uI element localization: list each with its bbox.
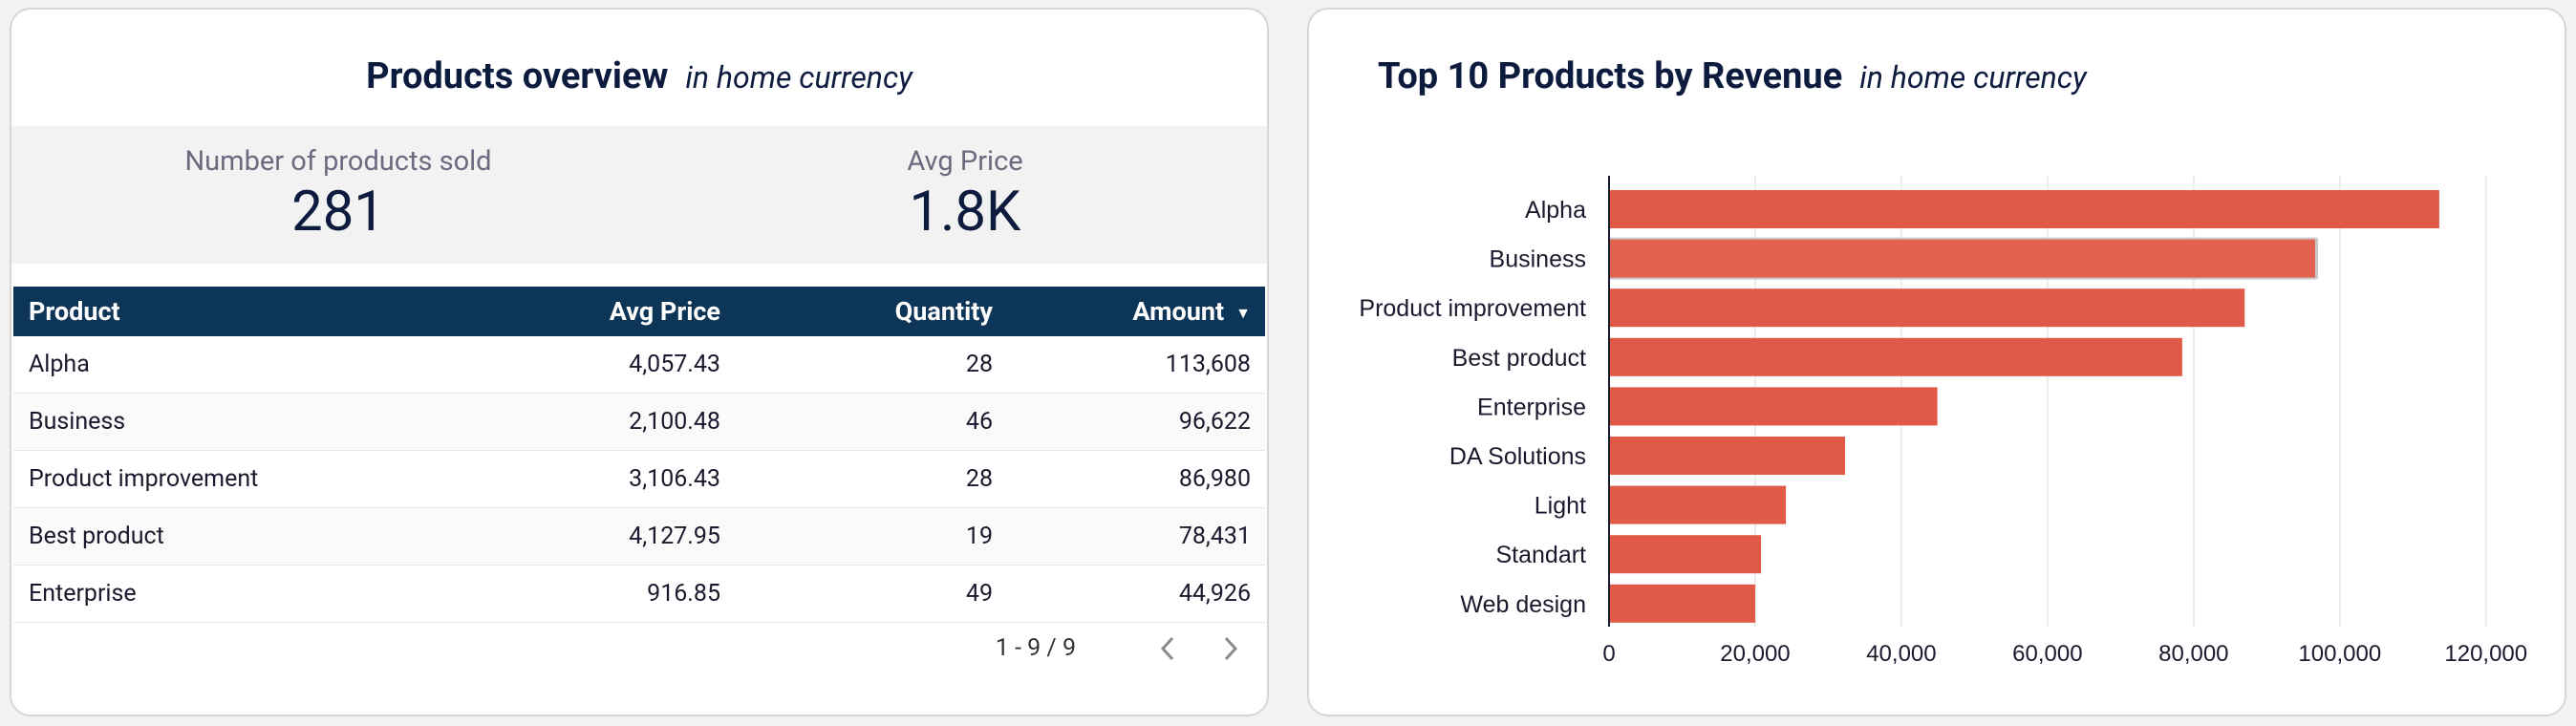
bar-product-improvement[interactable] xyxy=(1609,288,2245,328)
category-label: DA Solutions xyxy=(1449,443,1586,470)
kpi-products-label: Number of products sold xyxy=(184,145,492,178)
chevron-left-icon[interactable] xyxy=(1154,635,1181,662)
table-row[interactable]: Best product 4,127.95 19 78,431 xyxy=(13,508,1265,566)
bar-alpha[interactable] xyxy=(1609,190,2439,228)
x-tick-label: 40,000 xyxy=(1866,641,1936,667)
bar-enterprise[interactable] xyxy=(1609,387,1938,426)
cell-amount: 44,926 xyxy=(1178,580,1251,608)
products-overview-title: Products overview in home currency xyxy=(11,55,1267,97)
overview-subtitle-text: in home currency xyxy=(685,59,912,96)
kpi-avg-price: Avg Price 1.8K xyxy=(726,145,1204,245)
category-label: Product improvement xyxy=(1359,295,1586,322)
table-pagination: 1 - 9 / 9 xyxy=(996,634,1244,662)
cell-product: Alpha xyxy=(29,351,90,378)
x-tick-label: 20,000 xyxy=(1720,641,1790,667)
x-tick-label: 60,000 xyxy=(2012,641,2082,667)
cell-quantity: 49 xyxy=(965,580,993,608)
cell-quantity: 28 xyxy=(965,465,993,493)
cell-avg-price: 3,106.43 xyxy=(629,465,720,493)
top10-subtitle-text: in home currency xyxy=(1859,59,2087,96)
revenue-bar-chart: Alpha Business Product improvement Best pro… xyxy=(1359,176,2527,667)
cell-avg-price: 4,127.95 xyxy=(629,523,720,550)
bar-best-product[interactable] xyxy=(1609,337,2182,376)
sort-descending-icon[interactable]: ▼ xyxy=(1235,303,1251,322)
bar-business[interactable] xyxy=(1609,239,2315,278)
kpi-products-sold: Number of products sold 281 xyxy=(99,145,577,245)
cell-product: Best product xyxy=(29,523,164,550)
bar-light[interactable] xyxy=(1609,485,1787,524)
cell-avg-price: 2,100.48 xyxy=(629,408,720,436)
kpi-avg-value: 1.8K xyxy=(909,180,1021,245)
cell-avg-price: 4,057.43 xyxy=(629,351,720,378)
bar-web-design[interactable] xyxy=(1609,584,1755,623)
x-tick-label: 0 xyxy=(1602,641,1615,667)
cell-avg-price: 916.85 xyxy=(647,580,720,608)
header-product[interactable]: Product xyxy=(29,296,120,327)
table-row[interactable]: Alpha 4,057.43 28 113,608 xyxy=(13,336,1265,394)
header-amount[interactable]: Amount ▼ xyxy=(993,296,1251,327)
cell-product: Product improvement xyxy=(29,465,259,493)
cell-amount: 86,980 xyxy=(1178,465,1251,493)
bar-standart[interactable] xyxy=(1609,535,1762,574)
products-table: Product Avg Price Quantity Amount ▼ Alpha… xyxy=(13,287,1265,623)
table-row[interactable]: Product improvement 3,106.43 28 86,980 xyxy=(13,451,1265,508)
header-amount-label: Amount xyxy=(1132,296,1225,327)
cell-product: Business xyxy=(29,408,126,436)
bar-da-solutions[interactable] xyxy=(1609,437,1846,475)
category-label: Light xyxy=(1535,493,1586,520)
pagination-range: 1 - 9 / 9 xyxy=(995,634,1076,662)
kpi-avg-label: Avg Price xyxy=(907,145,1023,178)
category-label: Standart xyxy=(1495,542,1586,568)
x-tick-label: 80,000 xyxy=(2158,641,2228,667)
category-label: Web design xyxy=(1460,591,1586,618)
category-label: Business xyxy=(1490,246,1586,273)
cell-quantity: 46 xyxy=(965,408,993,436)
category-label: Enterprise xyxy=(1477,394,1586,420)
table-row[interactable]: Enterprise 916.85 49 44,926 xyxy=(13,566,1265,623)
table-header-row: Product Avg Price Quantity Amount ▼ xyxy=(13,287,1265,336)
top10-revenue-card: Top 10 Products by Revenue in home curre… xyxy=(1307,8,2566,716)
chevron-right-icon[interactable] xyxy=(1217,635,1244,662)
cell-quantity: 19 xyxy=(965,523,993,550)
cell-amount: 96,622 xyxy=(1178,408,1251,436)
x-tick-label: 120,000 xyxy=(2444,641,2527,667)
table-row[interactable]: Business 2,100.48 46 96,622 xyxy=(13,394,1265,451)
cell-quantity: 28 xyxy=(965,351,993,378)
kpi-band: Number of products sold 281 Avg Price 1.… xyxy=(11,126,1267,264)
cell-product: Enterprise xyxy=(29,580,137,608)
products-overview-card: Products overview in home currency Numbe… xyxy=(10,8,1269,716)
header-avg-price[interactable]: Avg Price xyxy=(609,296,720,327)
overview-title-text: Products overview xyxy=(366,55,669,97)
top10-title: Top 10 Products by Revenue in home curre… xyxy=(1378,55,2087,97)
kpi-products-value: 281 xyxy=(291,180,385,245)
cell-amount: 113,608 xyxy=(1165,351,1251,378)
x-tick-label: 100,000 xyxy=(2298,641,2381,667)
top10-title-text: Top 10 Products by Revenue xyxy=(1378,55,1843,97)
header-quantity[interactable]: Quantity xyxy=(894,296,993,327)
cell-amount: 78,431 xyxy=(1178,523,1251,550)
category-label: Best product xyxy=(1452,345,1586,372)
category-label: Alpha xyxy=(1525,197,1586,224)
